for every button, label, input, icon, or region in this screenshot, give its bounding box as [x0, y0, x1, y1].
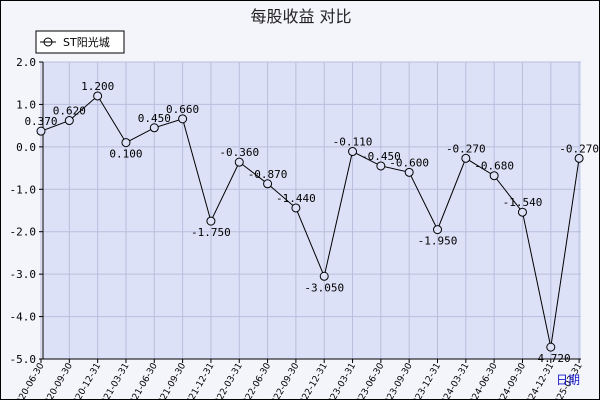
data-point: [149, 123, 159, 133]
data-point: [234, 157, 244, 167]
data-label: 0.660: [166, 103, 199, 116]
data-label: -0.270: [446, 142, 486, 155]
data-point: [574, 153, 584, 163]
data-point: [93, 91, 103, 101]
x-tick-label: 2020-06-30: [12, 361, 47, 400]
data-point: [319, 271, 329, 281]
data-label: -1.440: [276, 192, 316, 205]
y-tick-label: -5.0: [10, 353, 37, 366]
data-label: -0.870: [248, 168, 288, 181]
data-label: 0.450: [138, 112, 171, 125]
y-tick-label: 1.0: [16, 98, 36, 111]
y-tick-label: -2.0: [10, 226, 37, 239]
y-tick-label: 2.0: [16, 56, 36, 69]
x-axis-ticks: 2020-06-302020-09-302020-12-312021-03-31…: [12, 359, 585, 400]
legend: ST阳光城: [35, 30, 125, 54]
data-label: -0.680: [474, 160, 514, 173]
x-axis-period-label: 日期: [556, 373, 580, 387]
y-tick-label: -4.0: [10, 311, 37, 324]
data-label: -1.750: [191, 226, 231, 239]
data-point: [291, 203, 301, 213]
data-point: [376, 161, 386, 171]
data-point: [461, 153, 471, 163]
plot-area: [43, 62, 581, 359]
data-point: [178, 114, 188, 124]
data-label: -1.950: [418, 235, 458, 248]
series-line: [40, 95, 580, 348]
data-label: -3.050: [304, 281, 344, 294]
legend-label: ST阳光城: [63, 35, 110, 49]
y-tick-label: -1.0: [10, 183, 37, 196]
data-label: -0.450: [361, 150, 401, 163]
data-points: [36, 91, 584, 352]
data-point: [489, 171, 499, 181]
data-point: [433, 225, 443, 235]
legend-box: [35, 30, 125, 54]
data-label: 0.100: [109, 148, 142, 161]
data-label: -0.110: [333, 136, 373, 149]
data-label: 0.370: [24, 115, 57, 128]
axes: [42, 62, 581, 360]
y-tick-label: 0.0: [16, 141, 36, 154]
data-point: [206, 216, 216, 226]
data-point: [517, 207, 527, 217]
data-point: [263, 179, 273, 189]
data-point: [348, 147, 358, 157]
data-label: 0.620: [53, 105, 86, 118]
data-point: [64, 116, 74, 126]
data-point: [121, 138, 131, 148]
y-axis-ticks: 2.0 1.0 0.0 -1.0 -2.0 -3.0 -4.0 -5.0: [10, 56, 43, 366]
data-point: [404, 167, 414, 177]
data-label: -1.540: [503, 196, 543, 209]
data-point: [546, 342, 556, 352]
data-point: [36, 126, 46, 136]
data-label: -0.360: [219, 146, 259, 159]
legend-marker-icon: [43, 37, 53, 47]
data-label: -0.600: [389, 156, 429, 169]
chart-title: 每股收益 对比: [250, 7, 351, 26]
data-label: -4.720: [531, 352, 571, 365]
data-label: 1.200: [81, 80, 114, 93]
data-label: -0.270: [559, 142, 599, 155]
y-tick-label: -3.0: [10, 268, 37, 281]
